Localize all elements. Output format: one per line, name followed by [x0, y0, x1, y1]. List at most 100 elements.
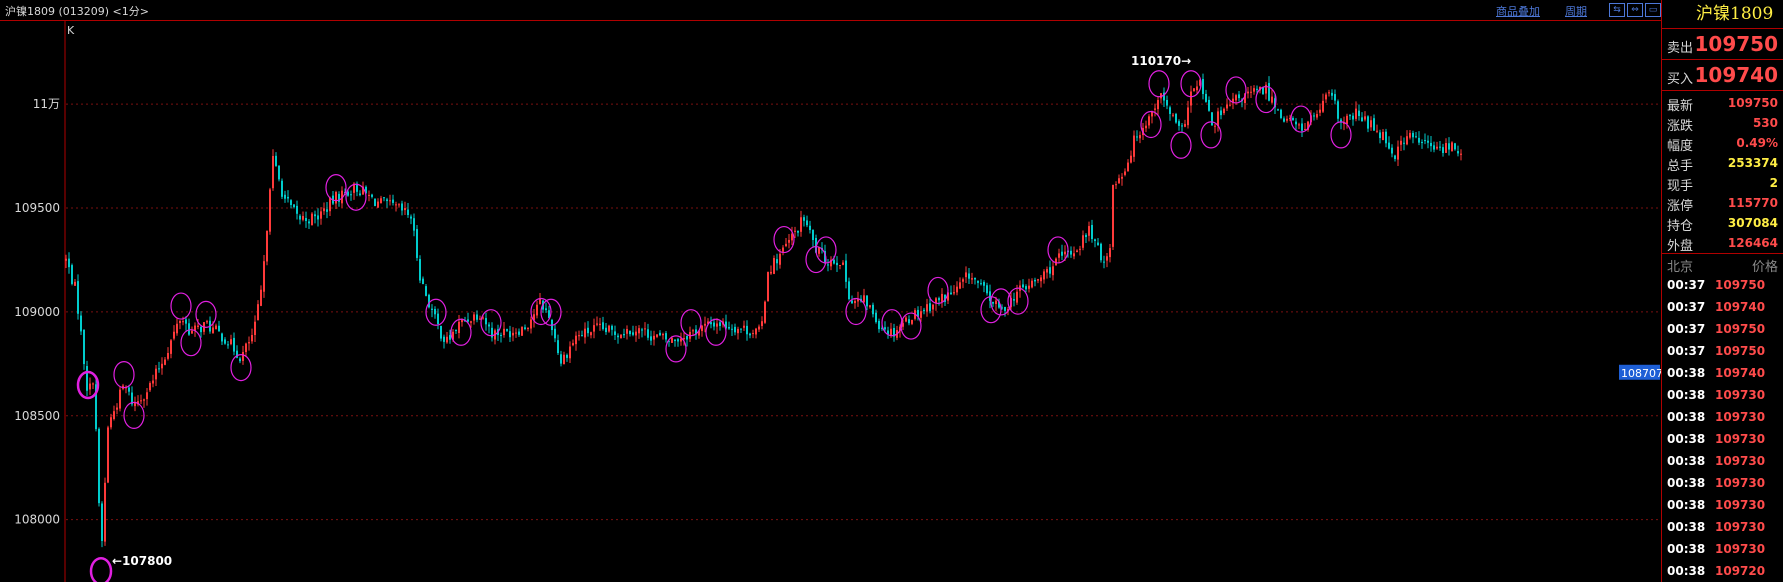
- tick-row: 00:38 109730: [1662, 428, 1783, 450]
- tick-price: 109750: [1715, 322, 1766, 336]
- candle-body: [425, 286, 427, 296]
- candle-body: [728, 326, 730, 329]
- candle-body: [956, 286, 958, 293]
- highlight-circle: [195, 300, 217, 328]
- candle-body: [1262, 87, 1264, 95]
- candle-body: [959, 282, 961, 289]
- candle-body: [1439, 146, 1441, 148]
- candle-body: [911, 319, 913, 324]
- candle-body: [731, 328, 733, 330]
- candle-body: [554, 328, 556, 339]
- candle-body: [173, 331, 175, 339]
- candle-body: [440, 325, 442, 339]
- candle-body: [737, 328, 739, 334]
- candle-body: [1436, 146, 1438, 149]
- candle-body: [803, 217, 805, 221]
- tick-time-header: 北京: [1667, 260, 1694, 275]
- sell-price: 109750: [1694, 32, 1779, 56]
- candle-body: [77, 281, 79, 314]
- candle-body: [254, 321, 256, 336]
- candle-body: [1172, 114, 1174, 116]
- candle-body: [638, 328, 640, 334]
- candle-body: [1064, 251, 1066, 255]
- candle-body: [1151, 111, 1153, 117]
- window-icon[interactable]: ▭: [1645, 3, 1661, 17]
- candle-body: [641, 329, 643, 331]
- candle-body: [83, 329, 85, 365]
- stat-label: 涨停: [1667, 199, 1694, 214]
- candle-body: [485, 318, 487, 325]
- candle-body: [1382, 131, 1384, 141]
- candle-body: [392, 199, 394, 203]
- candle-body: [287, 196, 289, 199]
- candle-body: [230, 339, 232, 345]
- candle-body: [881, 327, 883, 329]
- tick-list[interactable]: 00:37 109750 00:37 109740 00:37 109750 00:37 10…: [1662, 274, 1783, 582]
- current-price-label: 108707: [1621, 367, 1661, 380]
- candle-body: [626, 328, 628, 334]
- compare-icon[interactable]: ⇔: [1627, 3, 1643, 17]
- candle-body: [1187, 107, 1189, 126]
- candle-body: [644, 328, 646, 330]
- tick-price: 109730: [1715, 410, 1766, 424]
- candle-body: [926, 304, 928, 312]
- candle-body: [875, 312, 877, 323]
- candle-body: [770, 271, 772, 274]
- tick-row: 00:38 109720: [1662, 560, 1783, 582]
- candle-body: [443, 336, 445, 342]
- candle-body: [758, 326, 760, 330]
- candle-body: [1022, 284, 1024, 288]
- candle-body: [335, 192, 337, 204]
- highlight-circle: [1290, 105, 1312, 133]
- price-chart[interactable]: 11万 109500 109000 108500 108000 K ←107800 11017…: [0, 0, 1661, 582]
- candle-body: [458, 321, 460, 334]
- candle-body: [386, 199, 388, 202]
- candle-body: [701, 325, 703, 332]
- candle-body: [1394, 155, 1396, 159]
- candle-body: [662, 333, 664, 336]
- candle-body: [1376, 130, 1378, 132]
- candle-body: [308, 221, 310, 224]
- candle-body: [1139, 135, 1141, 139]
- candle-body: [986, 285, 988, 294]
- candle-body: [263, 261, 265, 292]
- tick-time: 00:37: [1667, 278, 1706, 292]
- candle-body: [461, 318, 463, 323]
- candle-body: [1406, 136, 1408, 145]
- candle-body: [446, 336, 448, 343]
- candle-body: [293, 204, 295, 208]
- candle-body: [920, 311, 922, 318]
- stat-row: 涨跌 530: [1662, 113, 1783, 134]
- candle-body: [1403, 142, 1405, 144]
- candle-body: [1364, 116, 1366, 120]
- candle-body: [773, 257, 775, 274]
- candle-body: [182, 321, 184, 323]
- candle-body: [1295, 121, 1297, 125]
- stat-label: 最新: [1667, 99, 1694, 114]
- candle-body: [155, 368, 157, 380]
- candle-body: [110, 417, 112, 428]
- candle-body: [848, 281, 850, 300]
- candle-body: [1205, 93, 1207, 102]
- candle-body: [767, 272, 769, 302]
- candle-body: [1385, 131, 1387, 144]
- overlay-link[interactable]: 商品叠加: [1496, 5, 1540, 18]
- candle-body: [152, 380, 154, 384]
- candle-body: [1073, 253, 1075, 257]
- candle-body: [212, 327, 214, 334]
- candle-body: [374, 198, 376, 206]
- layout-toggle-icon[interactable]: ⇆: [1609, 3, 1625, 17]
- candle-body: [521, 327, 523, 336]
- tick-price: 109740: [1715, 366, 1766, 380]
- period-link[interactable]: 周期: [1565, 5, 1587, 18]
- highlight-circle: [845, 297, 867, 326]
- candle-body: [659, 332, 661, 336]
- highlight-circle: [1330, 121, 1352, 149]
- candle-body: [1247, 91, 1249, 94]
- candle-body: [1226, 104, 1228, 109]
- candle-body: [1265, 84, 1267, 94]
- candle-body: [518, 331, 520, 335]
- candle-body: [1457, 151, 1459, 154]
- candle-body: [1343, 122, 1345, 124]
- candle-body: [1301, 123, 1303, 131]
